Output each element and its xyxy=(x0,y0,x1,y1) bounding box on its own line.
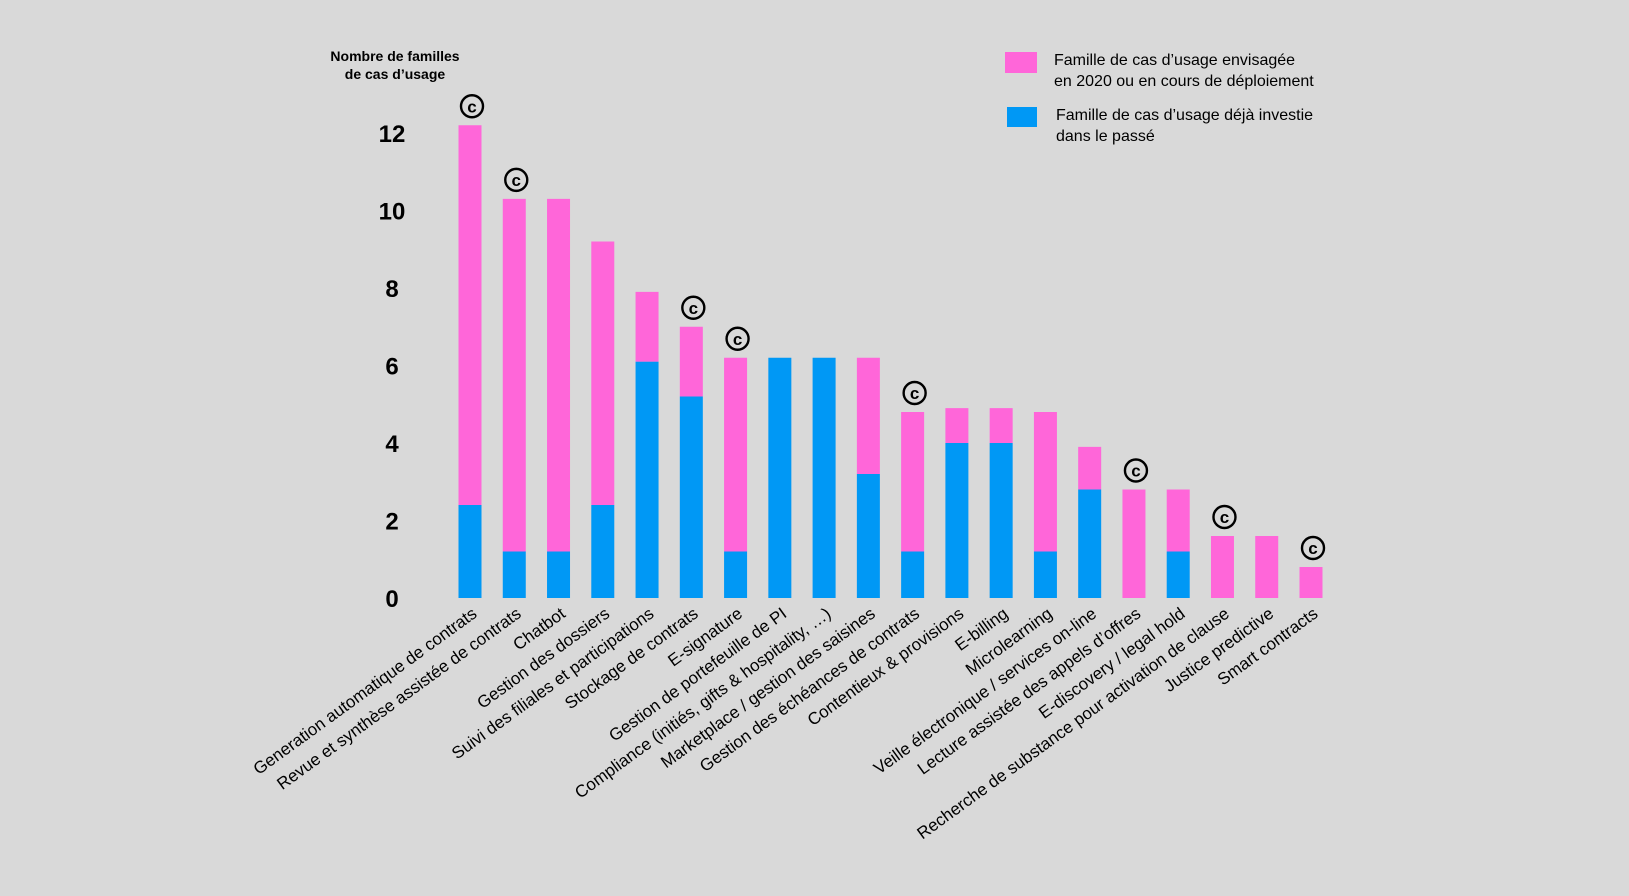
bar-segment-blue xyxy=(989,443,1013,598)
bar-segment-pink xyxy=(502,198,526,552)
copyright-marker: c xyxy=(681,295,706,320)
bar-segment-pink xyxy=(1210,536,1234,598)
x-axis-labels: Generation automatique de contratsRevue … xyxy=(250,604,1322,843)
legend-label-pink-line2: en 2020 ou en cours de déploiement xyxy=(1054,73,1314,90)
x-tick-label: Generation automatique de contrats xyxy=(250,604,481,779)
copyright-marker: c xyxy=(725,326,750,351)
bar-segment-blue xyxy=(679,396,703,598)
copyright-marker-ring xyxy=(1300,535,1326,561)
bar-segment-blue xyxy=(945,443,969,598)
copyright-marker-symbol: c xyxy=(1308,539,1317,558)
bar-segment-pink xyxy=(547,198,571,552)
bar-segment-pink xyxy=(901,412,925,552)
bar-segment-pink xyxy=(591,241,615,505)
copyright-marker-ring xyxy=(725,326,750,351)
bar-segment-blue xyxy=(1033,551,1057,598)
bar-segment-blue xyxy=(1166,551,1190,598)
bar-segment-blue xyxy=(724,551,748,598)
bar-segment-pink xyxy=(679,326,703,397)
bar-segment-pink xyxy=(856,357,880,474)
bar-segment-blue xyxy=(458,505,482,598)
copyright-marker-symbol: c xyxy=(733,330,742,349)
copyright-marker-symbol: c xyxy=(910,384,919,403)
y-tick-label: 8 xyxy=(385,276,398,303)
bar-segment-pink xyxy=(635,291,659,362)
bar-segment-blue xyxy=(502,551,526,598)
bar-segment-pink xyxy=(1122,489,1146,598)
y-tick-label: 12 xyxy=(379,121,406,148)
copyright-marker: c xyxy=(1212,504,1237,530)
legend-swatch-blue xyxy=(1007,107,1037,127)
bar-segment-blue xyxy=(547,551,571,598)
copyright-marker: c xyxy=(1123,458,1149,483)
legend-label-blue-line1: Famille de cas d’usage déjà investie xyxy=(1056,107,1313,124)
bar-segment-blue xyxy=(635,361,659,598)
legend-label-blue-line2: dans le passé xyxy=(1056,128,1155,145)
copyright-marker-ring xyxy=(1123,458,1149,483)
copyright-marker: c xyxy=(902,380,927,406)
bar-segment-blue xyxy=(812,357,836,598)
bar-segment-pink xyxy=(1299,567,1323,598)
bar-segment-pink xyxy=(1255,536,1279,598)
bar-segment-blue xyxy=(591,505,615,598)
copyright-marker-symbol: c xyxy=(467,97,476,116)
copyright-marker: c xyxy=(459,94,485,119)
bars xyxy=(458,125,1323,598)
y-axis-title-line1: Nombre de familles xyxy=(330,48,459,64)
legend-swatch-pink xyxy=(1005,52,1037,73)
bar-segment-blue xyxy=(856,474,880,598)
y-tick-label: 2 xyxy=(385,509,398,536)
y-tick-label: 6 xyxy=(385,354,398,381)
bar-segment-pink xyxy=(945,408,969,443)
copyright-marker-symbol: c xyxy=(512,171,521,190)
bar-segment-blue xyxy=(768,357,792,598)
bar-segment-pink xyxy=(989,408,1013,443)
copyright-markers: c c c c c c c c xyxy=(459,94,1326,561)
copyright-marker: c xyxy=(1300,535,1326,561)
copyright-marker-symbol: c xyxy=(1131,462,1140,481)
copyright-marker-ring xyxy=(1212,504,1237,530)
legend: Famille de cas d’usage envisagée en 2020… xyxy=(1005,52,1314,145)
bar-segment-pink xyxy=(1166,489,1190,552)
y-tick-label: 0 xyxy=(385,586,398,613)
copyright-marker: c xyxy=(504,167,529,193)
copyright-marker-ring xyxy=(902,380,927,406)
copyright-marker-symbol: c xyxy=(1220,508,1229,527)
copyright-marker-ring xyxy=(681,295,706,320)
legend-label-pink-line1: Famille de cas d’usage envisagée xyxy=(1054,52,1295,69)
bar-segment-pink xyxy=(458,125,482,505)
copyright-marker-ring xyxy=(459,94,485,119)
copyright-marker-ring xyxy=(504,167,529,193)
y-axis-ticks: 0 2 4 6 8 10 12 xyxy=(379,121,406,613)
bar-segment-blue xyxy=(901,551,925,598)
bar-segment-pink xyxy=(724,357,748,552)
y-tick-label: 4 xyxy=(385,431,399,458)
copyright-marker-symbol: c xyxy=(689,299,698,318)
y-axis-title-line2: de cas d’usage xyxy=(345,66,446,82)
bar-segment-blue xyxy=(1078,489,1102,598)
bar-segment-pink xyxy=(1078,446,1102,490)
y-tick-label: 10 xyxy=(379,199,406,226)
bar-segment-pink xyxy=(1033,412,1057,552)
